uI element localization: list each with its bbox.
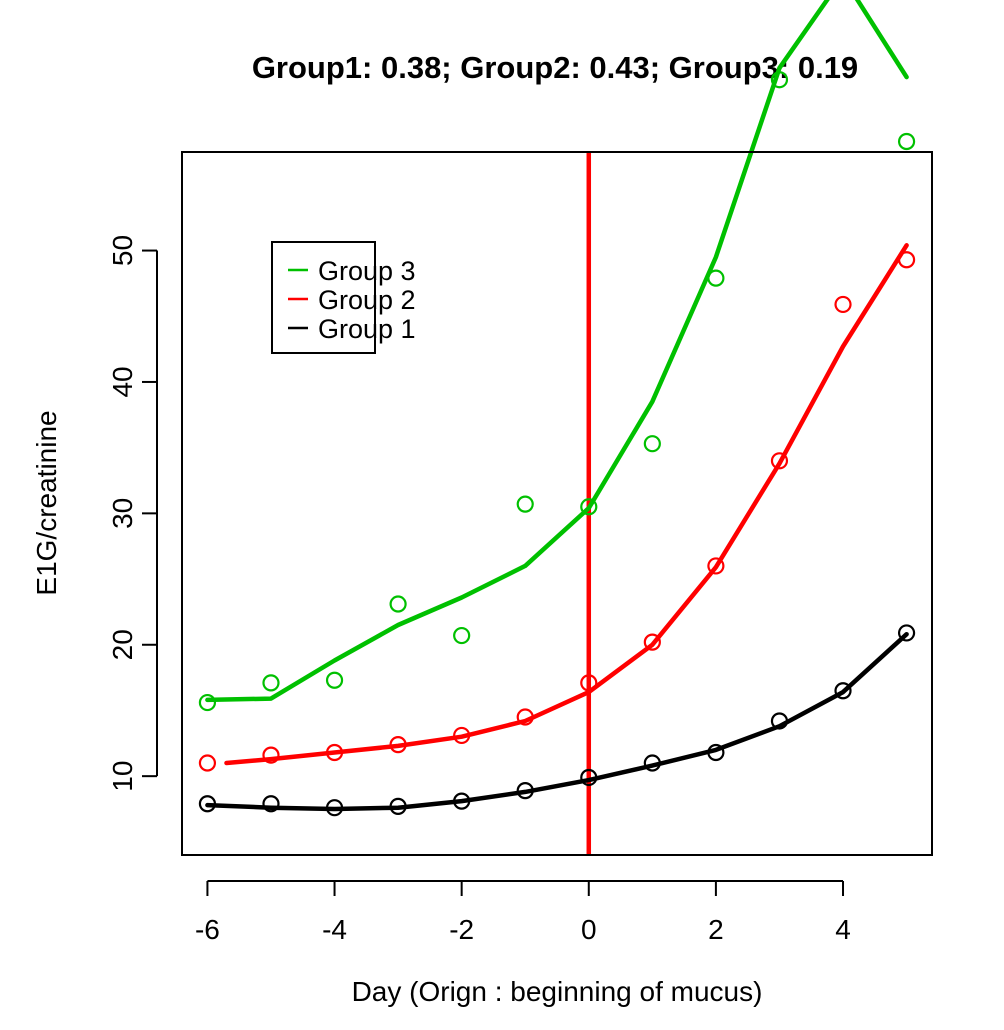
- data-point-group-3: [897, 132, 916, 151]
- data-point-group-3: [453, 626, 471, 645]
- data-point-group-3: [198, 693, 217, 712]
- chart-title: Group1: 0.38; Group2: 0.43; Group3: 0.19: [252, 50, 858, 85]
- data-point-group-1: [389, 797, 407, 815]
- y-tick-label: 30: [107, 498, 138, 529]
- y-tick-label: 10: [107, 761, 138, 792]
- series-group-3: [198, 0, 916, 712]
- data-point-group-1: [834, 682, 852, 700]
- plot-frame: [181, 151, 933, 856]
- data-point-group-2: [325, 743, 344, 762]
- data-point-group-1: [453, 792, 471, 810]
- data-point-group-3: [325, 671, 344, 689]
- data-point-group-2: [262, 746, 280, 764]
- x-axis: -6 -4 -2 0 2 4: [195, 880, 851, 945]
- x-tick-label: 2: [708, 914, 724, 945]
- y-tick-label: 20: [107, 629, 138, 660]
- data-point-group-2: [897, 251, 916, 269]
- data-point-group-3: [580, 498, 598, 516]
- x-tick-label: -2: [449, 914, 474, 945]
- data-point-group-2: [770, 452, 789, 470]
- data-point-group-3: [389, 595, 407, 613]
- legend-box: [271, 241, 376, 354]
- x-tick-label: -4: [322, 914, 347, 945]
- data-point-group-1: [325, 799, 344, 817]
- data-point-group-1: [643, 754, 661, 772]
- data-point-group-1: [262, 795, 280, 813]
- y-tick-label: 50: [107, 235, 138, 266]
- data-point-group-2: [453, 726, 471, 745]
- y-axis: 10 20 30 40 50: [107, 235, 158, 792]
- x-tick-label: -6: [195, 914, 220, 945]
- data-point-group-1: [198, 795, 217, 813]
- data-point-group-2: [707, 557, 725, 575]
- data-point-group-2: [389, 736, 407, 754]
- data-point-group-2: [516, 708, 534, 726]
- y-axis-label: E1G/creatinine: [31, 410, 62, 595]
- x-tick-label: 0: [581, 914, 597, 945]
- data-point-group-2: [580, 674, 598, 692]
- data-point-group-1: [516, 782, 534, 800]
- data-point-group-3: [707, 269, 725, 287]
- data-layer: [198, 0, 916, 855]
- data-point-group-1: [707, 743, 725, 762]
- data-point-group-1: [580, 768, 598, 787]
- data-point-group-1: [770, 712, 789, 730]
- data-point-group-2: [834, 295, 852, 314]
- data-point-group-3: [262, 674, 280, 692]
- legend-label: Group 2: [318, 285, 416, 315]
- data-point-group-3: [770, 71, 789, 89]
- data-point-group-2: [198, 754, 217, 772]
- data-point-group-3: [516, 495, 534, 513]
- data-point-group-1: [897, 624, 916, 642]
- smooth-line-group-1: [205, 631, 909, 812]
- legend-label: Group 3: [318, 256, 416, 286]
- data-point-group-3: [643, 435, 661, 453]
- smooth-line-group-2: [224, 243, 909, 766]
- x-tick-label: 4: [835, 914, 851, 945]
- y-tick-label: 40: [107, 366, 138, 397]
- x-axis-label: Day (Orign : beginning of mucus): [352, 976, 763, 1007]
- data-point-group-2: [643, 633, 661, 651]
- series-group-2: [198, 243, 916, 772]
- series-group-1: [198, 624, 916, 817]
- smooth-line-group-3: [205, 0, 909, 703]
- legend-label: Group 1: [318, 314, 416, 344]
